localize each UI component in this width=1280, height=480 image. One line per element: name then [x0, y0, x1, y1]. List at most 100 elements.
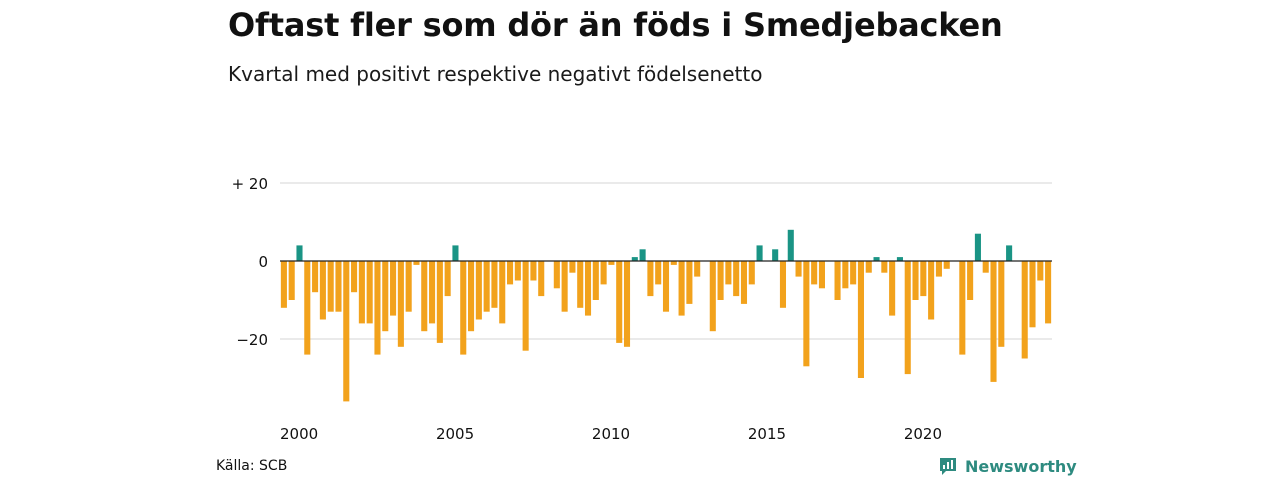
bar — [935, 261, 942, 277]
bar-chart-icon — [940, 458, 956, 475]
bar — [553, 261, 560, 289]
bar — [499, 261, 506, 324]
bar — [413, 261, 420, 265]
x-tick-label: 2000 — [280, 425, 318, 443]
bar — [351, 261, 358, 293]
bar — [608, 261, 615, 265]
bar — [896, 257, 903, 261]
bar — [873, 257, 880, 261]
bar — [631, 257, 638, 261]
bar — [639, 249, 646, 261]
bar — [358, 261, 365, 324]
bar — [429, 261, 436, 324]
bar — [522, 261, 529, 351]
bar — [803, 261, 810, 367]
bar — [561, 261, 568, 312]
bar — [592, 261, 599, 300]
brand-name: Newsworthy — [965, 456, 1077, 476]
bar — [600, 261, 607, 285]
bar — [748, 261, 755, 285]
bars — [280, 229, 1052, 402]
bar — [920, 261, 927, 297]
bar — [717, 261, 724, 300]
bar — [678, 261, 685, 316]
bar — [725, 261, 732, 285]
bar — [405, 261, 412, 312]
bar — [990, 261, 997, 382]
axes: + 20 0 −20 2000 2005 2010 2015 2020 — [232, 175, 1052, 443]
bar — [889, 261, 896, 316]
bar — [319, 261, 326, 320]
bar — [779, 261, 787, 308]
bar — [857, 261, 864, 378]
y-tick-label: 0 — [258, 253, 268, 271]
bar — [390, 261, 397, 316]
source-note: Källa: SCB — [216, 458, 288, 474]
bar — [397, 261, 404, 347]
bar — [444, 261, 451, 297]
bar — [647, 261, 654, 297]
bar — [662, 261, 670, 312]
bar — [460, 261, 467, 355]
x-tick-label: 2015 — [748, 425, 786, 443]
bar — [530, 261, 537, 281]
bar — [670, 261, 677, 265]
bar — [842, 261, 849, 289]
bar — [374, 261, 381, 355]
y-tick-label: −20 — [236, 331, 268, 349]
bar — [296, 245, 303, 261]
x-tick-label: 2010 — [592, 425, 630, 443]
bar — [514, 261, 521, 281]
newsworthy-logo: Newsworthy — [938, 456, 1077, 476]
bar — [834, 261, 841, 300]
x-tick-label: 2005 — [436, 425, 474, 443]
bar — [686, 261, 693, 304]
bar — [507, 261, 514, 285]
bar — [538, 261, 545, 297]
bar — [811, 261, 818, 285]
bar — [850, 261, 857, 285]
bar — [1037, 261, 1044, 281]
bar — [304, 261, 311, 355]
bar — [974, 233, 981, 261]
bar — [967, 261, 974, 300]
bar — [865, 261, 872, 273]
gridlines — [280, 182, 1052, 340]
bar — [733, 261, 740, 297]
bar — [928, 261, 935, 320]
bar — [772, 249, 779, 261]
bar — [1045, 261, 1052, 324]
bar — [795, 261, 802, 277]
bar — [959, 261, 966, 355]
bar — [623, 261, 631, 347]
bar — [787, 229, 794, 261]
bar — [468, 261, 475, 332]
chart-subtitle: Kvartal med positivt respektive negativt… — [228, 62, 763, 86]
bar — [577, 261, 584, 308]
bar — [475, 261, 482, 320]
y-tick-label: + 20 — [232, 175, 268, 193]
bar — [584, 261, 592, 316]
bar — [818, 261, 825, 289]
bar — [436, 261, 443, 343]
bar — [452, 245, 459, 261]
bar — [343, 261, 350, 402]
bar — [312, 261, 319, 293]
bar — [1006, 245, 1013, 261]
x-tick-label: 2020 — [904, 425, 942, 443]
bar — [382, 261, 389, 332]
bar — [327, 261, 334, 312]
bar — [982, 261, 989, 273]
bar — [1029, 261, 1036, 328]
bar — [943, 261, 950, 269]
bar — [655, 261, 662, 285]
bar — [881, 261, 888, 273]
bar — [280, 261, 287, 308]
bar — [616, 261, 623, 343]
bar — [756, 245, 763, 261]
bar — [1021, 261, 1028, 359]
bar — [694, 261, 701, 277]
bar — [904, 261, 911, 375]
bar — [366, 261, 373, 324]
